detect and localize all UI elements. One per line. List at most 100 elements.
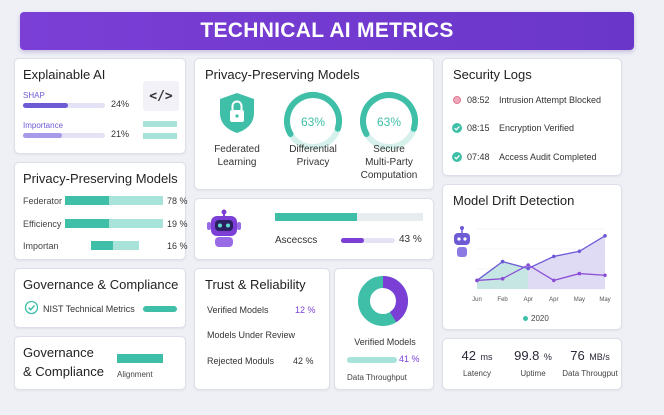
log-text: Encryption Verified [499, 123, 575, 133]
uptime-stat: 99.8 % [505, 347, 561, 365]
federator-value: 78 % [167, 196, 188, 206]
federated-line-1: Federated [214, 144, 260, 155]
check-circle-icon [24, 300, 39, 315]
uptime-unit: % [543, 352, 552, 362]
shap-label: SHAP [23, 91, 45, 100]
security-logs-card: Security Logs 08:52 Intrusion Attempt Bl… [442, 58, 622, 176]
nist-label: NIST Technical Metrics [43, 304, 135, 314]
importan-bar-rest [113, 241, 139, 250]
uptime-label: Uptime [520, 369, 546, 378]
card-title: Security Logs [453, 67, 532, 82]
data-point [552, 278, 556, 283]
throughput-bar [347, 357, 397, 363]
latency-unit: ms [480, 352, 493, 362]
shap-bar [23, 103, 105, 108]
rejected-label: Rejected Moduls [207, 356, 275, 366]
governance-card-2: Governance & Compliance Alignment [14, 336, 186, 390]
differential-line-1: Differential [289, 144, 337, 155]
x-tick-label: May [574, 297, 585, 303]
importan-value: 16 % [167, 241, 188, 251]
card-title: Trust & Reliability [205, 277, 306, 292]
rejected-value: 42 % [293, 356, 314, 366]
card-title: Governance & Compliance [23, 277, 179, 292]
under-review-label: Models Under Review [207, 330, 296, 340]
robot-icon [454, 226, 470, 257]
federator-label: Federator [23, 196, 63, 206]
verified-models-value: 12 % [295, 305, 316, 315]
importance-label: Importance [23, 121, 64, 130]
federated-line-2: Learning [217, 157, 257, 168]
gauge-fill [284, 92, 342, 150]
check-circle-icon [452, 123, 462, 133]
log-time: 08:15 [467, 123, 490, 133]
efficiency-bar [65, 219, 109, 228]
federator-bar-rest [109, 196, 163, 205]
code-icon: </> [143, 81, 179, 111]
throughput-value: 76 [570, 348, 585, 363]
legend-dot [523, 316, 528, 321]
donut-slice [358, 276, 408, 326]
title-line-2: & Compliance [23, 364, 104, 379]
log-time: 07:48 [467, 152, 490, 162]
donut-label: Verified Models [354, 337, 416, 347]
data-point [552, 254, 556, 259]
smpc-gauge [360, 92, 418, 150]
robot-metrics-card: Ascecscs 43 % [194, 198, 434, 260]
page-header: TECHNICAL AI METRICS [20, 12, 634, 50]
efficiency-value: 19 % [167, 219, 188, 229]
title-line-1: Governance [23, 345, 94, 360]
efficiency-label: Efficiency [23, 219, 62, 229]
data-point [526, 266, 530, 271]
robot-bar-top-rest [357, 213, 423, 221]
importan-label: Importan [23, 241, 59, 251]
robot-bar-top [275, 213, 357, 221]
check-circle-icon [452, 152, 462, 162]
robot-label: Ascecscs [275, 235, 318, 246]
latency-stat: 42 ms [449, 347, 505, 365]
verified-models-label: Verified Models [207, 305, 269, 315]
card-title: Privacy-Preserving Models [23, 171, 178, 186]
lock-shield-icon [220, 93, 254, 133]
series-area-teal [477, 261, 529, 289]
code-bar-1 [143, 121, 177, 127]
data-point [603, 234, 607, 238]
smpc-line-3: Computation [360, 170, 418, 181]
drift-line-chart: Jun Feb Apr Apr May May [472, 228, 611, 303]
verified-models-donut [358, 276, 408, 326]
x-tick-label: Feb [497, 297, 508, 303]
x-tick-label: Apr [549, 297, 558, 303]
card-title: Model Drift Detection [453, 193, 575, 208]
differential-line-2: Privacy [296, 157, 330, 168]
uptime-value: 99.8 [514, 348, 540, 363]
card-title: Explainable AI [23, 67, 106, 82]
x-tick-label: May [599, 297, 610, 303]
smpc-line-2: Multi-Party [365, 157, 413, 168]
data-point [577, 271, 582, 276]
federator-bar [65, 196, 109, 205]
donut-value: 41 % [399, 354, 420, 364]
efficiency-bar-rest [109, 219, 163, 228]
throughput-unit: MB/s [589, 352, 610, 362]
throughput-label: Data Throughput [347, 373, 407, 382]
data-point [500, 259, 505, 264]
alignment-label: Alignment [117, 370, 153, 379]
code-bar-2 [143, 133, 177, 139]
latency-label: Latency [462, 369, 492, 378]
importance-value: 21% [111, 129, 130, 139]
smpc-line-1: Secure [373, 144, 405, 155]
blocked-status-icon [453, 96, 461, 104]
throughput-stat: 76 MB/s [559, 347, 621, 365]
nist-bar [143, 306, 177, 312]
stats-card: 42 ms Latency 99.8 % Uptime 76 MB/s Data… [442, 338, 622, 390]
verified-models-donut-card: Verified Models 41 % Data Throughput [334, 268, 434, 390]
differential-value: 63% [300, 115, 326, 129]
differential-privacy-gauge [284, 92, 342, 150]
importance-bar [23, 133, 105, 138]
log-text: Intrusion Attempt Blocked [499, 95, 602, 105]
robot-value: 43 % [399, 234, 422, 245]
data-point [603, 273, 607, 278]
data-point [577, 249, 582, 254]
x-tick-label: Apr [524, 297, 533, 303]
robot-icon [207, 209, 241, 247]
data-point [475, 278, 479, 283]
